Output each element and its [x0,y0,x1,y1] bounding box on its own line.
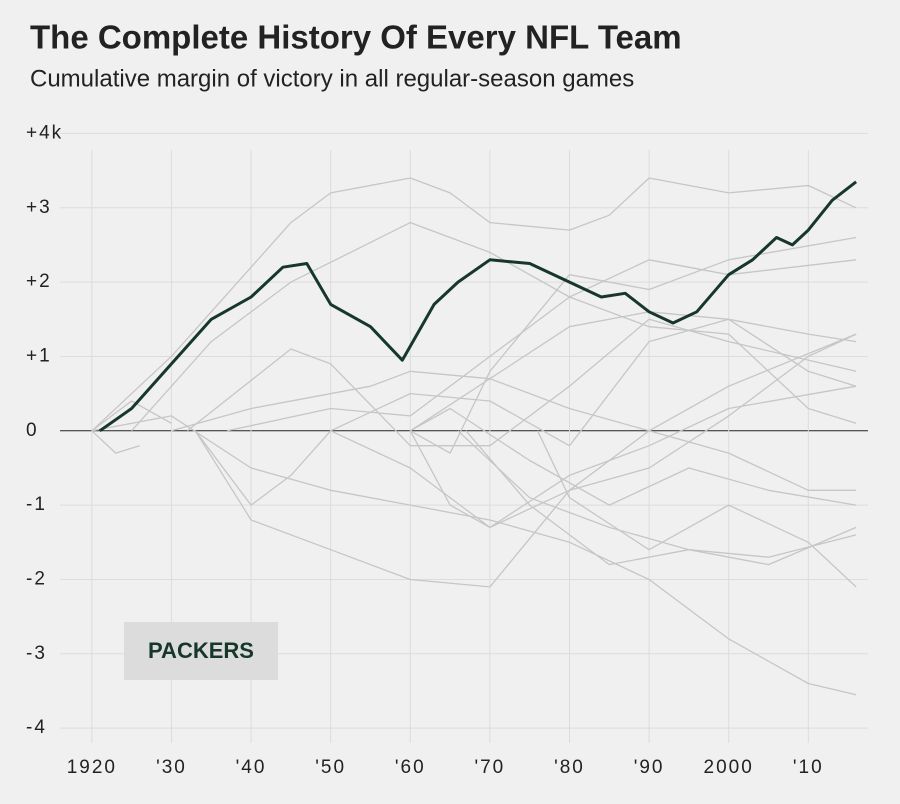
x-tick-label: '70 [474,757,505,778]
series-label: PACKERS [148,638,254,663]
team-line [131,221,857,432]
label-box [124,622,278,680]
y-tick-label: -1 [26,494,47,515]
y-tick-label: +4k [26,122,63,143]
team-line [409,407,857,506]
y-tick-label: +3 [26,197,52,218]
y-tick-label: -3 [26,643,47,664]
x-tick-label: '80 [554,757,585,778]
highlight-line [98,180,858,433]
x-tick-label: 2000 [704,757,754,778]
team-line [457,430,857,566]
team-line [537,430,857,588]
x-tick-label: '40 [236,757,267,778]
team-line [409,236,857,454]
y-tick-label: +1 [26,345,52,366]
team-line [194,333,857,588]
team-line [194,385,857,529]
x-tick-label: '50 [315,757,346,778]
team-line [465,430,857,566]
y-tick-label: 0 [26,420,39,441]
chart-title: The Complete History Of Every NFL Team [30,19,682,56]
chart-subtitle: Cumulative margin of victory in all regu… [30,65,634,92]
team-line [186,318,857,447]
y-tick-label: -4 [26,717,47,738]
team-line [91,415,857,696]
lines [91,177,858,696]
x-tick-label: '10 [793,757,824,778]
x-tick-label: '30 [156,757,187,778]
y-tick-label: +2 [26,271,52,292]
team-line [91,400,172,432]
team-line [330,318,857,447]
team-line [409,333,857,529]
y-tick-label: -2 [26,568,47,589]
team-line [227,296,857,432]
team-line [91,177,857,432]
x-tick-label: 1920 [67,757,117,778]
x-tick-label: '90 [634,757,665,778]
x-tick-label: '60 [395,757,426,778]
team-line [171,370,857,491]
team-line [91,430,140,454]
annotation: PACKERS [124,622,278,680]
